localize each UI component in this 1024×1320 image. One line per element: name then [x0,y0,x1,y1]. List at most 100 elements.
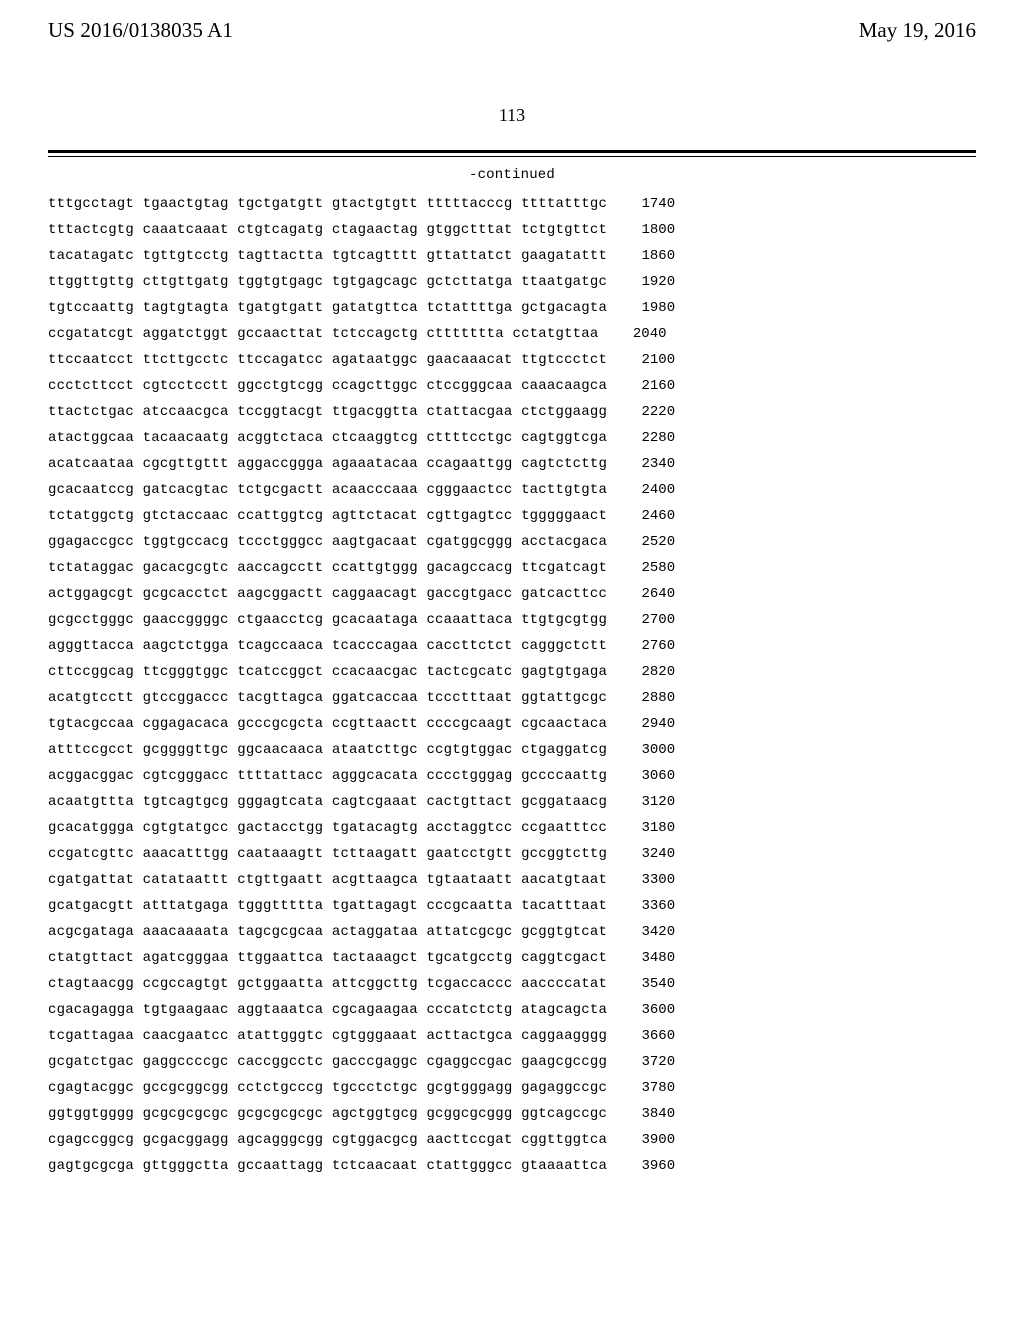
sequence-position: 3780 [629,1081,675,1095]
sequence-position: 2460 [629,509,675,523]
sequence-row: atactggcaa tacaacaatg acggtctaca ctcaagg… [48,431,976,445]
sequence-row: tcgattagaa caacgaatcc atattgggtc cgtggga… [48,1029,976,1043]
publication-number: US 2016/0138035 A1 [48,18,233,43]
sequence-groups: tctatggctg gtctaccaac ccattggtcg agttcta… [48,509,607,523]
sequence-position: 2880 [629,691,675,705]
sequence-groups: ccgatcgttc aaacatttgg caataaagtt tcttaag… [48,847,607,861]
rule-wrap [0,150,1024,157]
sequence-groups: gcgcctgggc gaaccggggc ctgaacctcg gcacaat… [48,613,607,627]
sequence-row: gcacaatccg gatcacgtac tctgcgactt acaaccc… [48,483,976,497]
sequence-listing: tttgcctagt tgaactgtag tgctgatgtt gtactgt… [0,197,1024,1205]
sequence-groups: ttactctgac atccaacgca tccggtacgt ttgacgg… [48,405,607,419]
sequence-position: 3120 [629,795,675,809]
page-header: US 2016/0138035 A1 May 19, 2016 [0,0,1024,53]
sequence-position: 1740 [629,197,675,211]
publication-date: May 19, 2016 [859,18,976,43]
continued-label: -continued [0,167,1024,183]
sequence-position: 3720 [629,1055,675,1069]
sequence-position: 2700 [629,613,675,627]
sequence-position: 2100 [629,353,675,367]
sequence-groups: ttggttgttg cttgttgatg tggtgtgagc tgtgagc… [48,275,607,289]
sequence-groups: acaatgttta tgtcagtgcg gggagtcata cagtcga… [48,795,607,809]
sequence-groups: gcgatctgac gaggccccgc caccggcctc gacccga… [48,1055,607,1069]
sequence-position: 3000 [629,743,675,757]
horizontal-rule-thick [48,150,976,153]
sequence-position: 1800 [629,223,675,237]
sequence-position: 3960 [629,1159,675,1173]
sequence-groups: agggttacca aagctctgga tcagccaaca tcaccca… [48,639,607,653]
sequence-groups: atactggcaa tacaacaatg acggtctaca ctcaagg… [48,431,607,445]
sequence-position: 3420 [629,925,675,939]
sequence-row: tctataggac gacacgcgtc aaccagcctt ccattgt… [48,561,976,575]
sequence-groups: acatcaataa cgcgttgttt aggaccggga agaaata… [48,457,607,471]
sequence-groups: tgtacgccaa cggagacaca gcccgcgcta ccgttaa… [48,717,607,731]
sequence-groups: cgacagagga tgtgaagaac aggtaaatca cgcagaa… [48,1003,607,1017]
sequence-position: 1860 [629,249,675,263]
sequence-position: 2280 [629,431,675,445]
sequence-position: 3540 [629,977,675,991]
sequence-groups: acggacggac cgtcgggacc ttttattacc agggcac… [48,769,607,783]
sequence-position: 2820 [629,665,675,679]
sequence-groups: gcatgacgtt atttatgaga tgggttttta tgattag… [48,899,607,913]
sequence-position: 3060 [629,769,675,783]
sequence-row: tttactcgtg caaatcaaat ctgtcagatg ctagaac… [48,223,976,237]
sequence-groups: actggagcgt gcgcacctct aagcggactt caggaac… [48,587,607,601]
sequence-position: 3600 [629,1003,675,1017]
sequence-position: 2580 [629,561,675,575]
sequence-row: ttactctgac atccaacgca tccggtacgt ttgacgg… [48,405,976,419]
sequence-position: 2520 [629,535,675,549]
sequence-row: ccgatcgttc aaacatttgg caataaagtt tcttaag… [48,847,976,861]
sequence-row: ttggttgttg cttgttgatg tggtgtgagc tgtgagc… [48,275,976,289]
sequence-position: 2400 [629,483,675,497]
sequence-row: agggttacca aagctctgga tcagccaaca tcaccca… [48,639,976,653]
sequence-groups: ggagaccgcc tggtgccacg tccctgggcc aagtgac… [48,535,607,549]
sequence-row: acgcgataga aaacaaaata tagcgcgcaa actagga… [48,925,976,939]
sequence-groups: tcgattagaa caacgaatcc atattgggtc cgtggga… [48,1029,607,1043]
sequence-row: cgagtacggc gccgcggcgg cctctgcccg tgccctc… [48,1081,976,1095]
sequence-position: 2040 [621,327,667,341]
sequence-row: tacatagatc tgttgtcctg tagttactta tgtcagt… [48,249,976,263]
sequence-row: tgtacgccaa cggagacaca gcccgcgcta ccgttaa… [48,717,976,731]
sequence-position: 3240 [629,847,675,861]
sequence-groups: gagtgcgcga gttgggctta gccaattagg tctcaac… [48,1159,607,1173]
sequence-row: acaatgttta tgtcagtgcg gggagtcata cagtcga… [48,795,976,809]
sequence-position: 2640 [629,587,675,601]
page-number: 113 [0,105,1024,126]
sequence-position: 2160 [629,379,675,393]
sequence-row: acatgtcctt gtccggaccc tacgttagca ggatcac… [48,691,976,705]
sequence-row: acatcaataa cgcgttgttt aggaccggga agaaata… [48,457,976,471]
sequence-position: 3900 [629,1133,675,1147]
sequence-groups: cgagtacggc gccgcggcgg cctctgcccg tgccctc… [48,1081,607,1095]
sequence-row: cgatgattat catataattt ctgttgaatt acgttaa… [48,873,976,887]
sequence-position: 2340 [629,457,675,471]
sequence-row: tctatggctg gtctaccaac ccattggtcg agttcta… [48,509,976,523]
sequence-groups: gcacaatccg gatcacgtac tctgcgactt acaaccc… [48,483,607,497]
sequence-groups: tgtccaattg tagtgtagta tgatgtgatt gatatgt… [48,301,607,315]
sequence-row: gagtgcgcga gttgggctta gccaattagg tctcaac… [48,1159,976,1173]
sequence-row: ccgatatcgt aggatctggt gccaacttat tctccag… [48,327,976,341]
sequence-groups: ccgatatcgt aggatctggt gccaacttat tctccag… [48,327,599,341]
sequence-groups: cttccggcag ttcgggtggc tcatccggct ccacaac… [48,665,607,679]
sequence-position: 1980 [629,301,675,315]
sequence-row: ctatgttact agatcgggaa ttggaattca tactaaa… [48,951,976,965]
sequence-row: cgacagagga tgtgaagaac aggtaaatca cgcagaa… [48,1003,976,1017]
sequence-row: cgagccggcg gcgacggagg agcagggcgg cgtggac… [48,1133,976,1147]
sequence-groups: tttgcctagt tgaactgtag tgctgatgtt gtactgt… [48,197,607,211]
sequence-position: 2940 [629,717,675,731]
sequence-groups: acgcgataga aaacaaaata tagcgcgcaa actagga… [48,925,607,939]
page-root: US 2016/0138035 A1 May 19, 2016 113 -con… [0,0,1024,1205]
sequence-position: 2220 [629,405,675,419]
sequence-groups: ttccaatcct ttcttgcctc ttccagatcc agataat… [48,353,607,367]
sequence-position: 3180 [629,821,675,835]
sequence-groups: tttactcgtg caaatcaaat ctgtcagatg ctagaac… [48,223,607,237]
sequence-row: ccctcttcct cgtcctcctt ggcctgtcgg ccagctt… [48,379,976,393]
sequence-position: 1920 [629,275,675,289]
sequence-position: 3840 [629,1107,675,1121]
sequence-row: atttccgcct gcggggttgc ggcaacaaca ataatct… [48,743,976,757]
sequence-groups: acatgtcctt gtccggaccc tacgttagca ggatcac… [48,691,607,705]
sequence-row: tgtccaattg tagtgtagta tgatgtgatt gatatgt… [48,301,976,315]
sequence-position: 3660 [629,1029,675,1043]
sequence-row: ggtggtgggg gcgcgcgcgc gcgcgcgcgc agctggt… [48,1107,976,1121]
sequence-groups: ctagtaacgg ccgccagtgt gctggaatta attcggc… [48,977,607,991]
sequence-groups: cgatgattat catataattt ctgttgaatt acgttaa… [48,873,607,887]
